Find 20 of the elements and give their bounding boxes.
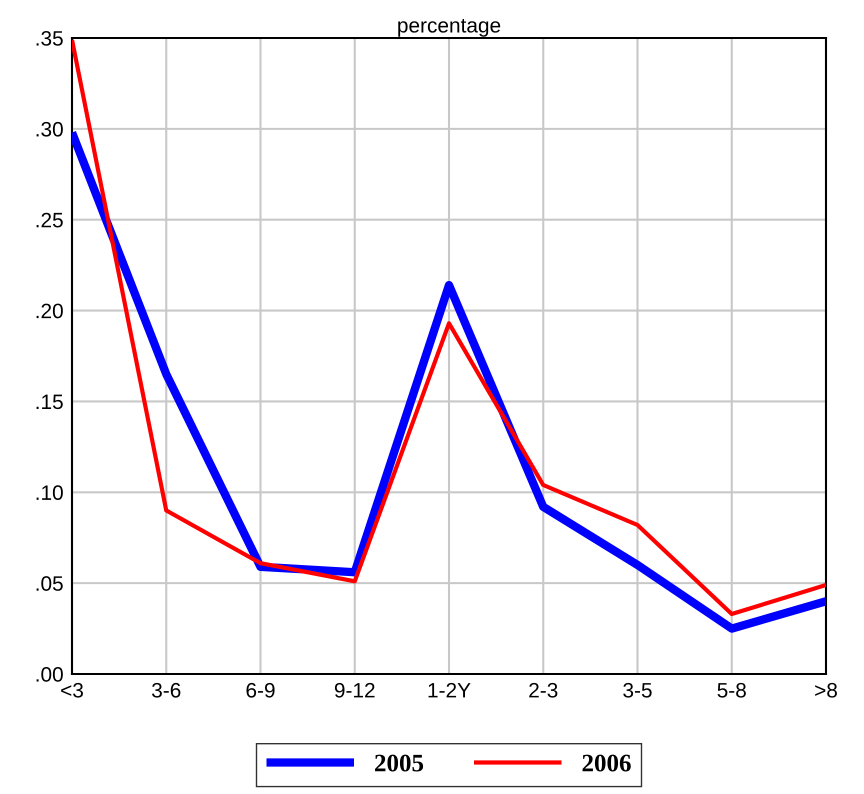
y-tick-label: .15 [36,394,63,410]
y-tick-label: .25 [36,212,63,228]
y-tick-label: .00 [36,667,63,682]
x-tick-label: 3-5 [623,682,652,698]
x-tick-label: 9-12 [334,682,375,698]
x-tick-label: >8 [815,682,837,698]
chart-title: percentage [398,18,500,37]
x-tick-label: <3 [61,682,83,698]
x-tick-label: 5-8 [718,682,746,698]
y-tick-label: .30 [36,122,63,137]
y-tick-label: .20 [36,304,63,318]
x-tick-label: 6-9 [246,682,275,698]
legend-label: 2006 [582,754,631,772]
y-tick-label: .05 [36,576,63,591]
y-tick-label: .10 [36,485,63,500]
x-tick-label: 1-2Y [428,682,471,698]
x-tick-label: 2-3 [529,682,558,698]
y-tick-label: .35 [36,31,63,46]
legend-label: 2005 [375,754,424,772]
x-tick-label: 3-6 [152,682,180,698]
